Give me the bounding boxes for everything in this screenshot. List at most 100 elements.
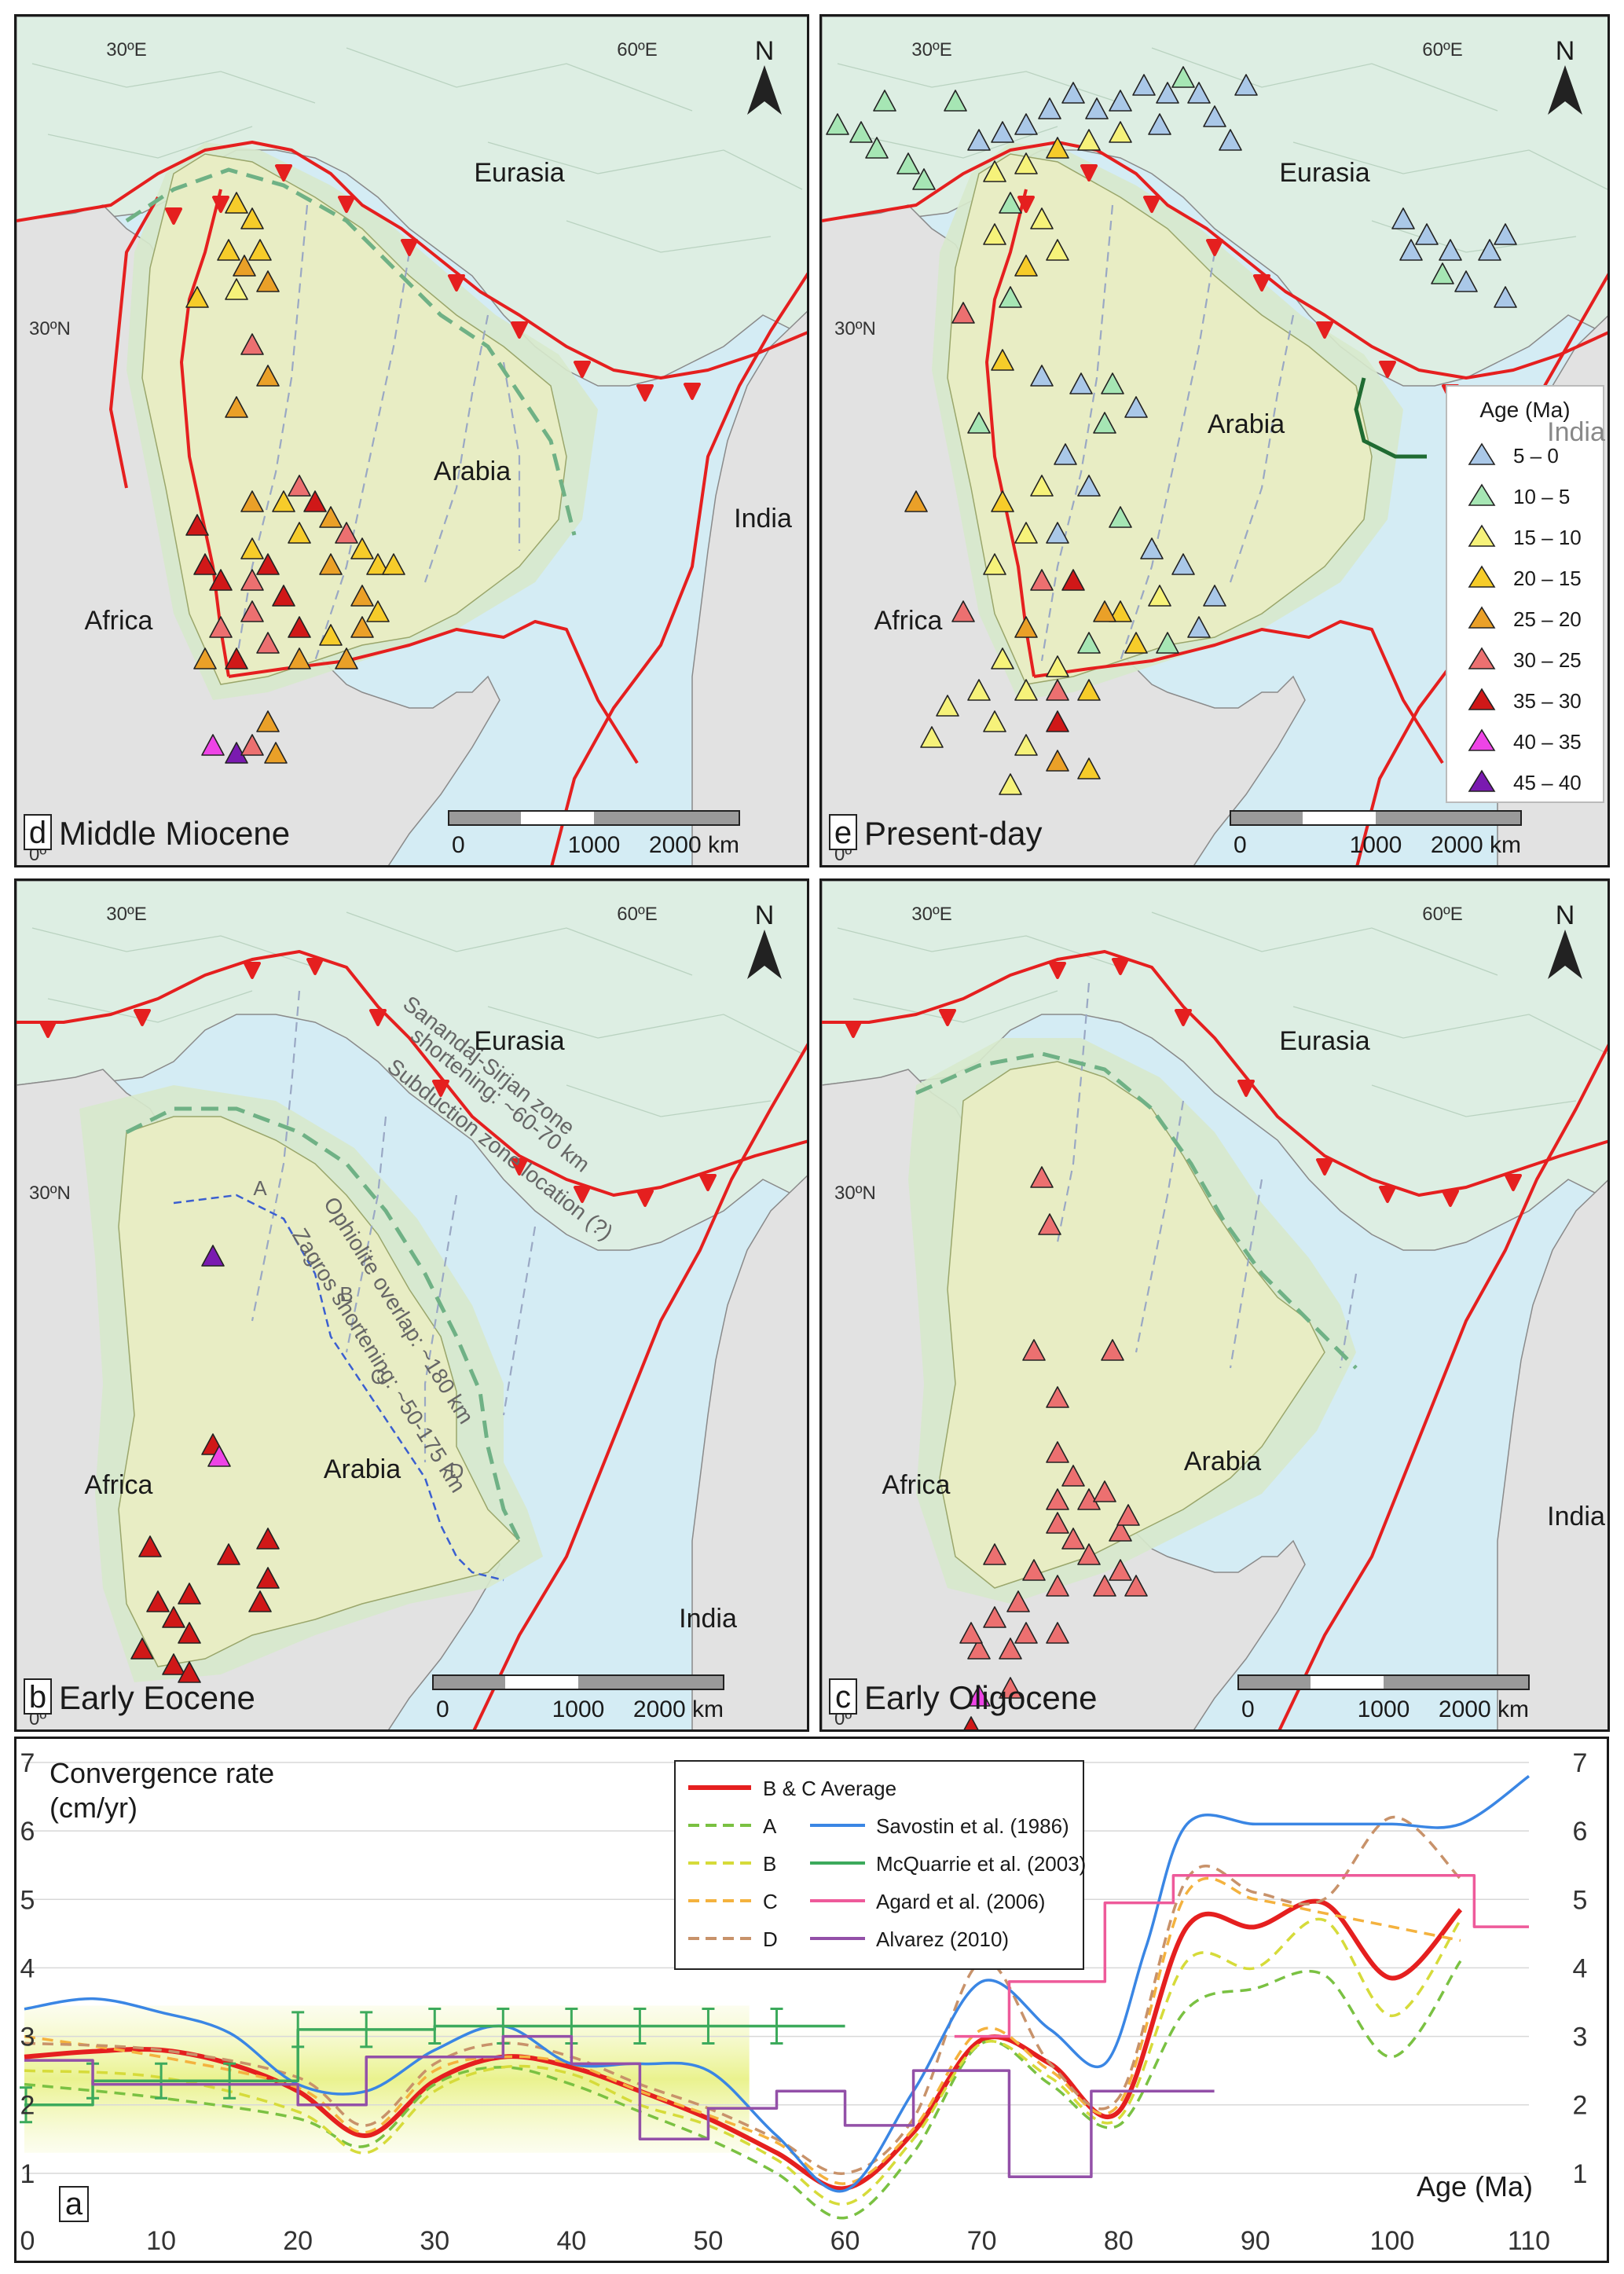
series-line-c [24,1876,1461,2185]
volcanic-triangle [319,624,343,646]
panel-title: Early Oligocene [864,1679,1097,1716]
panel-letter: d [29,816,46,850]
volcanic-triangle [256,1567,280,1589]
volcanic-triangle [288,475,311,497]
volcanic-triangle [951,600,975,622]
legend-label: 10 – 5 [1513,485,1570,508]
x-tick-label: 80 [1104,2226,1134,2256]
legend-label: Alvarez (2010) [876,1927,1009,1951]
legend-triangle [1468,524,1496,547]
subduction-tooth [699,1174,717,1191]
y-tick-label-right: 3 [1573,2023,1588,2052]
x-tick-label: 110 [1508,2226,1550,2256]
legend-triangle [1468,688,1496,710]
series-line-savostin-et-al-1986- [24,1774,1531,2193]
volcanic-triangle [1431,262,1454,284]
subduction-tooth [1253,274,1270,292]
scale-label-0: 0 [452,832,465,858]
y-tick-label-right: 4 [1573,1953,1588,1983]
volcanic-triangle [1109,1559,1132,1581]
latitude-label: 30ºN [29,318,71,339]
volcanic-triangle [1148,113,1171,135]
subduction-tooth [1206,239,1223,256]
volcanic-triangle [1132,74,1156,96]
volcanic-triangle [256,365,280,387]
y-tick-label-right: 1 [1573,2159,1588,2189]
subduction-tooth [275,164,292,182]
y-tick-label-left: 4 [20,1953,35,1983]
volcanic-triangle [1077,475,1101,497]
volcanic-triangle [1140,537,1164,559]
volcanic-triangle [185,514,209,536]
region-label-africa: Africa [85,1470,153,1500]
volcanic-triangle [1014,679,1038,701]
volcanic-triangle [963,1716,979,1729]
volcanic-triangle [335,522,358,544]
volcanic-triangle [1077,757,1101,779]
topo-line [1371,1084,1577,1117]
flowline [1040,204,1114,662]
subduction-tooth [1505,1174,1522,1191]
region-label-africa: Africa [874,606,943,636]
volcanic-triangle [335,647,358,669]
volcanic-triangle [366,553,390,575]
region-label-arabia: Arabia [324,1454,401,1484]
volcanic-triangle [1046,1512,1069,1534]
volcanic-triangle [193,553,217,575]
y-tick-label-right: 6 [1573,1817,1588,1847]
subduction-tooth [134,1009,151,1026]
flowline [1229,1179,1263,1369]
legend-triangle [1468,565,1496,588]
legend-label: B & C Average [763,1777,896,1800]
volcanic-triangle [319,553,343,575]
panel-title: Present-day [864,815,1042,852]
subduction-tooth [684,383,701,400]
scale-bar-segment [1384,1675,1529,1689]
volcanic-triangle [1038,97,1061,119]
topo-line [31,63,316,104]
subduction-tooth [574,1186,591,1203]
x-tick-label: 50 [694,2226,724,2256]
point-label-d: D [449,1459,464,1483]
subduction-tooth [401,239,418,256]
volcanic-triangle [959,1622,983,1644]
plate-boundary [16,141,807,380]
subduction-tooth [1379,1186,1396,1203]
region-label-india: India [679,1604,737,1634]
eurasia-landmass [16,17,807,387]
convergence-rate-chart: 10 20 30 40 50 60 70 80 90 100 110 0 1 1 2 2 3 3 4 4 5 5 6 6 7 7 C… [14,1737,1609,2263]
topo-line [852,990,1058,1023]
volcanic-triangle [1046,710,1069,732]
volcanic-triangle [1077,679,1101,701]
scale-bar-segment [433,1675,505,1689]
volcanic-triangle [1478,239,1501,261]
panel-letter-box [24,814,52,850]
subduction-tooth [1080,164,1098,182]
volcanic-triangle [967,1685,991,1707]
volcanic-triangle [1046,655,1069,677]
legend-label: 20 – 15 [1513,567,1582,590]
scale-bar-segment [1230,811,1303,825]
subduction-tooth [212,196,229,213]
scale-label-2000: 2000 km [633,1696,724,1722]
scale-bar-outline [1230,810,1522,826]
volcanic-triangle [303,490,327,512]
flowline [313,251,411,662]
volcanic-triangle [1030,365,1054,387]
volcanic-triangle [991,349,1014,371]
legend-label: 15 – 10 [1513,526,1582,549]
volcanic-triangle [256,270,280,292]
volcanic-triangle [1219,129,1242,151]
volcanic-triangle [983,1606,1006,1628]
topo-line [566,1084,772,1117]
volcanic-triangle [1187,82,1211,104]
subduction-tooth [448,274,465,292]
volcanic-triangle [967,412,991,434]
volcanic-triangle [240,333,264,355]
plate-boundaries [16,950,807,1729]
series-line-alvarez-2010- [24,2034,1215,2178]
panel-letter-box [829,814,857,850]
panel-letter: c [835,1680,851,1715]
volcanic-triangle [1124,632,1148,654]
legend-triangle [1468,442,1496,465]
